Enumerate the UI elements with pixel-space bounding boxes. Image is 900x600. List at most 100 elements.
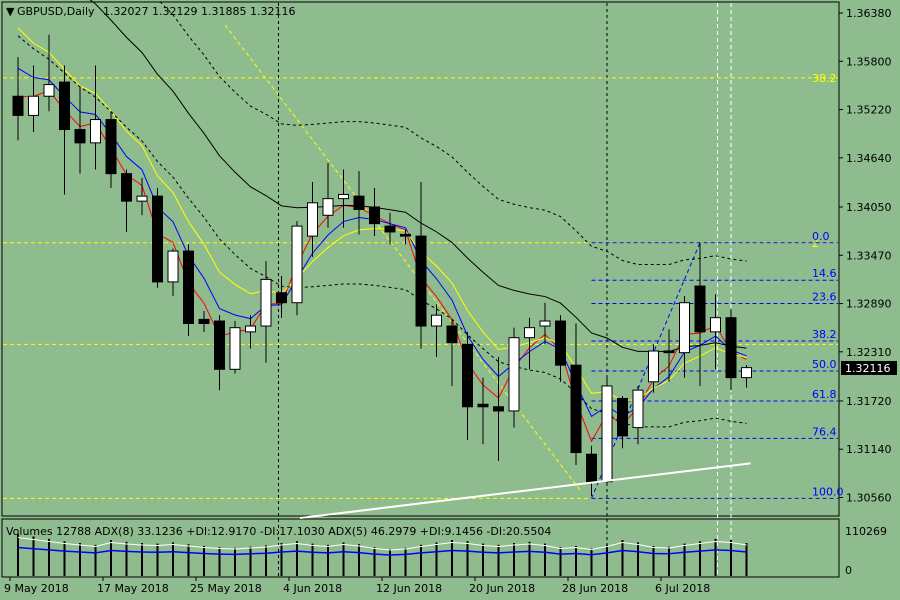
candle-body — [74, 129, 86, 144]
candle-body — [601, 385, 613, 483]
candle-body — [679, 302, 690, 354]
date-tick-label: 9 May 2018 — [4, 582, 69, 595]
candle-body — [462, 343, 473, 408]
candle-body — [570, 364, 582, 454]
indicator-zero-label: 0 — [845, 564, 852, 577]
ma-black-line — [89, 0, 747, 352]
date-tick-label: 25 May 2018 — [190, 582, 262, 595]
candle-body — [276, 292, 287, 304]
date-tick-label: 6 Jul 2018 — [655, 582, 710, 595]
candle-body — [710, 317, 721, 333]
ohlc-low: 1.31885 — [201, 5, 247, 18]
current-price-tag: 1.32116 — [841, 360, 897, 375]
candle-body — [539, 320, 551, 327]
fib-diagonal-line — [591, 242, 701, 499]
candle-body — [105, 119, 117, 175]
fib-level-label: 100.0 — [812, 485, 844, 498]
price-tick-label: 1.36380 — [846, 7, 892, 20]
candle-body — [741, 367, 752, 379]
candle-body — [229, 327, 241, 370]
adx-blue-line — [17, 546, 747, 556]
candle-body — [28, 95, 39, 116]
fib-level-label: 76.4 — [812, 425, 837, 438]
candle-body — [400, 233, 411, 237]
indicator-max-label: 110269 — [845, 525, 887, 538]
date-tick-label: 12 Jun 2018 — [376, 582, 442, 595]
fib-level-label: 0.0 — [812, 230, 830, 243]
indicator-label: Volumes 12788 ADX(8) 33.1236 +DI:12.9170… — [6, 525, 551, 538]
candle-body — [353, 195, 365, 210]
candle-body — [198, 318, 210, 325]
price-tick-label: 1.31720 — [846, 395, 892, 408]
candle-body — [493, 406, 504, 412]
candle-body — [648, 350, 659, 383]
fib-level-label: 50.0 — [812, 358, 837, 371]
price-tick-label: 1.32310 — [846, 346, 892, 359]
candle-body — [307, 202, 318, 237]
date-tick-label: 20 Jun 2018 — [469, 582, 535, 595]
date-tick-label: 4 Jun 2018 — [283, 582, 342, 595]
price-axis: 1.36380 1.35800 1.35220 1.34640 1.34050 1.334… — [839, 7, 892, 505]
candle-body — [446, 325, 458, 344]
vertical-markers — [278, 3, 732, 577]
candle-body — [90, 119, 101, 144]
fib-level-label: 14.6 — [812, 267, 837, 280]
price-tick-label: 1.34050 — [846, 201, 892, 214]
price-tick-label: 1.33470 — [846, 249, 892, 262]
candle-body — [260, 278, 272, 327]
fib-level-label: 23.6 — [812, 291, 837, 304]
candle-body — [586, 453, 597, 483]
candle-body — [245, 325, 256, 333]
candle-body — [12, 95, 24, 116]
candle-body — [508, 337, 520, 412]
current-price-label: 1.32116 — [845, 362, 891, 375]
candle-body — [384, 225, 396, 233]
candle-body — [291, 225, 303, 304]
candle-body — [617, 397, 628, 437]
price-tick-label: 1.34640 — [846, 152, 892, 165]
chart-symbol-header: GBPUSD,Daily — [17, 5, 95, 18]
price-tick-label: 1.32890 — [846, 298, 892, 311]
date-tick-label: 28 Jun 2018 — [562, 582, 628, 595]
candle-body — [632, 389, 644, 429]
candle-body — [322, 198, 334, 216]
candle-body — [477, 403, 489, 408]
candle-body — [555, 320, 566, 366]
candle-body — [183, 250, 194, 325]
ohlc-close: 1.32116 — [250, 5, 296, 18]
candle-body — [43, 84, 55, 97]
candle-body — [524, 327, 535, 339]
adx-white-line — [17, 537, 747, 551]
chart-triangle-icon: ▼ — [6, 5, 15, 18]
candle-body — [59, 81, 70, 131]
date-axis: 9 May 2018 17 May 2018 25 May 2018 4 Jun 20… — [4, 577, 710, 595]
trend-lines — [299, 462, 751, 519]
fib-level-label: 38.2 — [812, 328, 837, 341]
price-tick-label: 1.35800 — [846, 55, 892, 68]
candle-body — [369, 206, 380, 225]
candle-body — [725, 317, 737, 379]
yellow-fib-label: 38.2 — [812, 72, 837, 85]
candle-body — [431, 314, 442, 327]
ohlc-open: 1.32027 — [103, 5, 149, 18]
fibonacci-layer: 0.0 23.6 38.2 50.0 61.8 76.4 100.0 14.6 — [591, 230, 844, 499]
date-tick-label: 17 May 2018 — [97, 582, 169, 595]
candle-body — [415, 235, 427, 327]
white-trend-line — [299, 462, 751, 519]
candle-body — [136, 195, 148, 202]
price-tick-label: 1.30560 — [846, 492, 892, 505]
candle-body — [694, 285, 706, 333]
candle-body — [152, 195, 163, 283]
candles-layer — [12, 34, 752, 496]
indicator-layer — [17, 534, 748, 576]
price-tick-label: 1.35220 — [846, 104, 892, 117]
fib-level-label: 61.8 — [812, 388, 837, 401]
candle-body — [167, 250, 179, 283]
ohlc-high: 1.32129 — [152, 5, 198, 18]
candle-body — [214, 320, 225, 370]
candle-body — [338, 193, 349, 200]
candle-body — [121, 173, 132, 202]
candle-body — [663, 350, 675, 354]
price-tick-label: 1.31140 — [846, 443, 892, 456]
